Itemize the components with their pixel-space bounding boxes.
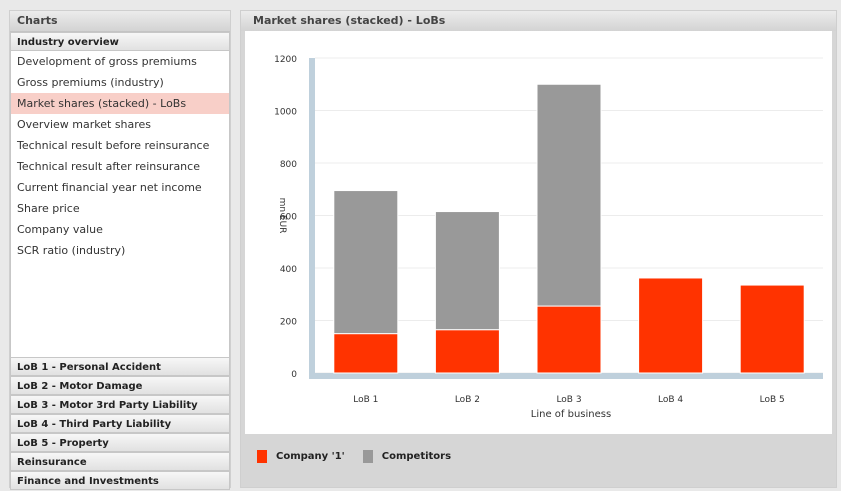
y-tick-label: 600	[280, 213, 297, 223]
chart-item-overview-market-shares[interactable]: Overview market shares	[17, 118, 152, 131]
bar-company	[333, 333, 399, 374]
x-tick-label: LoB 4	[658, 395, 683, 405]
bar-competitors	[536, 83, 602, 307]
legend-item-competitors: Competitors	[362, 449, 452, 463]
bar-company	[739, 284, 805, 374]
chart-item-gross-premiums-industry[interactable]: Gross premiums (industry)	[17, 76, 164, 89]
chart-legend: Company '1' Competitors	[245, 441, 457, 471]
chart-item-scr-ratio-industry[interactable]: SCR ratio (industry)	[17, 244, 126, 257]
y-tick-label: 0	[291, 370, 297, 380]
section-reinsurance[interactable]: Reinsurance	[10, 452, 230, 471]
x-tick-label: LoB 3	[556, 395, 581, 405]
legend-swatch-company	[257, 449, 267, 463]
y-tick-label: 400	[280, 265, 297, 275]
x-axis-label: Line of business	[531, 409, 611, 420]
charts-panel-title: Charts	[10, 11, 230, 32]
chart-item-technical-result-before-reinsurance[interactable]: Technical result before reinsurance	[17, 139, 210, 152]
bar-competitors	[333, 190, 399, 335]
y-axis	[309, 58, 315, 379]
legend-item-company: Company '1'	[257, 449, 345, 463]
chart-area: 0 200 400 600 800 1000 1200 mn EUR LoB 1 LoB 2 LoB…	[245, 31, 832, 434]
section-industry-overview[interactable]: Industry overview	[10, 32, 230, 51]
bar-company	[536, 305, 602, 374]
chart-list: Development of gross premiums Gross prem…	[10, 51, 230, 358]
y-tick-label: 1000	[274, 108, 297, 118]
charts-panel: Charts Industry overview Development of …	[9, 10, 231, 490]
chart-item-share-price[interactable]: Share price	[17, 202, 80, 215]
bar-competitors	[434, 211, 500, 331]
y-tick-label: 800	[280, 160, 297, 170]
x-tick-label: LoB 1	[353, 395, 378, 405]
chart-item-market-shares-stacked[interactable]: Market shares (stacked) - LoBs	[11, 93, 229, 114]
y-axis-label: mn EUR	[277, 198, 287, 234]
chart-item-technical-result-after-reinsurance[interactable]: Technical result after reinsurance	[17, 160, 200, 173]
x-tick-label: LoB 2	[455, 395, 480, 405]
section-lob2-motor-damage[interactable]: LoB 2 - Motor Damage	[10, 376, 230, 395]
x-axis	[309, 373, 823, 379]
section-finance-and-investments[interactable]: Finance and Investments	[10, 471, 230, 490]
y-tick-label: 1200	[274, 55, 297, 65]
bar-company	[638, 277, 704, 374]
section-lob4-third-party-liability[interactable]: LoB 4 - Third Party Liability	[10, 414, 230, 433]
legend-swatch-competitors	[362, 449, 373, 463]
chart-panel-title: Market shares (stacked) - LoBs	[241, 11, 836, 31]
chart-item-current-financial-year-net-income[interactable]: Current financial year net income	[17, 181, 202, 194]
section-lob1-personal-accident[interactable]: LoB 1 - Personal Accident	[10, 357, 230, 376]
legend-label-company: Company '1'	[276, 450, 345, 462]
legend-label-competitors: Competitors	[381, 450, 452, 462]
stacked-bar-chart: 0 200 400 600 800 1000 1200 mn EUR LoB 1 LoB 2 LoB…	[274, 55, 823, 420]
section-lob3-motor-3rd-party-liability[interactable]: LoB 3 - Motor 3rd Party Liability	[10, 395, 230, 414]
bar-company	[434, 329, 500, 374]
y-tick-label: 200	[280, 318, 297, 328]
chart-item-company-value[interactable]: Company value	[17, 223, 103, 236]
x-tick-label: LoB 5	[760, 395, 785, 405]
chart-panel: Market shares (stacked) - LoBs 0 200 400 60…	[240, 10, 837, 488]
section-lob5-property[interactable]: LoB 5 - Property	[10, 433, 230, 452]
chart-item-development-gross-premiums[interactable]: Development of gross premiums	[17, 55, 197, 68]
